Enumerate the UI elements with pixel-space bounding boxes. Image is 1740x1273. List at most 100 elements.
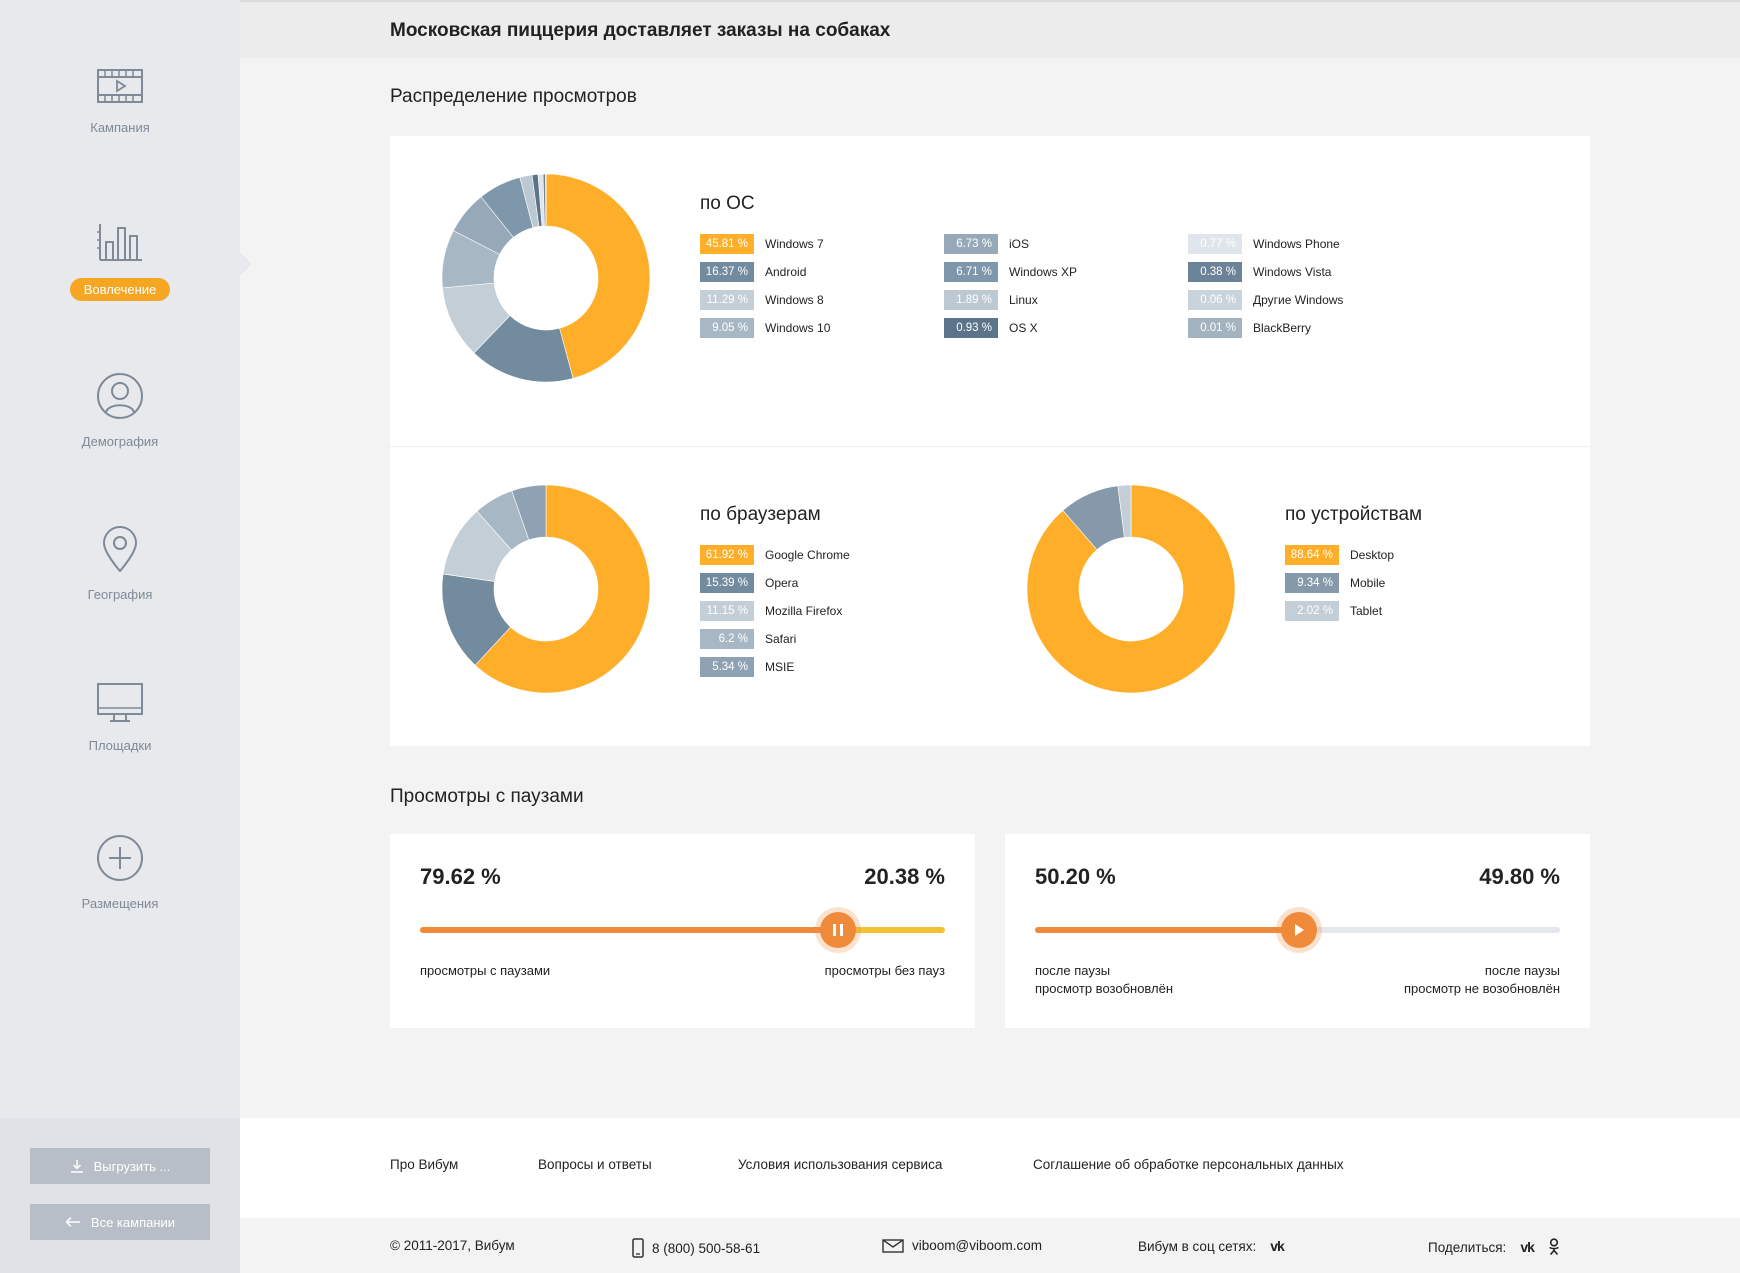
os-legend-item: 1.89 % Linux <box>944 290 1077 310</box>
legend-name: Safari <box>765 632 797 646</box>
legend-name: Mozilla Firefox <box>765 604 843 618</box>
devices-chart-title: по устройствам <box>1285 504 1423 525</box>
legend-name: Windows 7 <box>765 237 824 251</box>
legend-name: Windows 8 <box>765 293 824 307</box>
active-indicator <box>240 252 252 276</box>
legend-percent-badge: 61.92 % <box>700 545 754 565</box>
slider-fill <box>420 927 838 933</box>
legend-percent-badge: 0.06 % <box>1188 290 1242 310</box>
vk-icon[interactable]: vk <box>1270 1238 1285 1254</box>
export-button[interactable]: Выгрузить ... <box>30 1148 210 1184</box>
sidebar-item-label: Вовлечение <box>69 278 171 301</box>
sidebar-item-label: Кампания <box>90 120 150 135</box>
phone[interactable]: 8 (800) 500-58-61 <box>632 1238 760 1258</box>
legend-name: Linux <box>1009 293 1038 307</box>
sidebar-item-label: География <box>87 587 153 602</box>
legend-name: Opera <box>765 576 799 590</box>
sidebar-item-campaign[interactable]: Кампания <box>0 66 240 137</box>
legend-percent-badge: 16.37 % <box>700 262 754 282</box>
slider-knob[interactable] <box>820 912 856 948</box>
sidebar-item-label: Площадки <box>88 738 152 753</box>
share-links: Поделиться: vk <box>1428 1238 1560 1256</box>
sidebar-item-platforms[interactable]: Площадки <box>0 682 240 755</box>
browsers-slice-0 <box>474 484 651 694</box>
os-legend-item: 45.81 % Windows 7 <box>700 234 830 254</box>
pause-icon <box>833 924 843 936</box>
sidebar-item-label: Размещения <box>81 896 159 911</box>
export-label: Выгрузить ... <box>93 1158 171 1174</box>
not-resumed-label-line2: просмотр не возобновлён <box>1403 981 1560 996</box>
browsers-legend-column: 61.92 % Google Chrome 15.39 % Opera 11.15 % M… <box>700 545 850 685</box>
footer-link-terms[interactable]: Условия использования сервиса <box>738 1157 943 1172</box>
os-chart-title: по ОС <box>700 193 755 214</box>
legend-percent-badge: 1.89 % <box>944 290 998 310</box>
legend-name: Android <box>765 265 807 279</box>
all-campaigns-label: Все кампании <box>90 1214 176 1230</box>
legend-name: Google Chrome <box>765 548 850 562</box>
os-legend-item: 16.37 % Android <box>700 262 830 282</box>
sidebar-bottom: Выгрузить ... Все кампании <box>0 1118 240 1273</box>
devices-legend-column: 88.64 % Desktop 9.34 % Mobile 2.02 % Tablet <box>1285 545 1394 629</box>
os-slice-0 <box>545 173 651 379</box>
phone-icon <box>632 1238 644 1258</box>
sidebar-item-demography[interactable]: Демография <box>0 372 240 451</box>
email-text: viboom@viboom.com <box>912 1238 1042 1253</box>
browsers-chart-title: по браузерам <box>700 504 821 525</box>
legend-name: Desktop <box>1350 548 1395 562</box>
slider-knob[interactable] <box>1280 912 1317 948</box>
legend-percent-badge: 0.38 % <box>1188 262 1242 282</box>
resume-card: 50.20 % 49.80 % после паузы просмотр воз… <box>1005 834 1590 1028</box>
legend-percent-badge: 9.05 % <box>700 318 754 338</box>
browsers-legend-item: 11.15 % Mozilla Firefox <box>700 601 850 621</box>
legend-name: MSIE <box>765 660 795 674</box>
legend-percent-badge: 15.39 % <box>700 573 754 593</box>
legend-percent-badge: 6.71 % <box>944 262 998 282</box>
odnoklassniki-icon[interactable] <box>1548 1238 1560 1256</box>
os-donut-chart <box>441 173 651 383</box>
legend-name: Windows Vista <box>1253 265 1332 279</box>
not-paused-label: просмотры без пауз <box>824 963 945 978</box>
not-resumed-label: после паузы просмотр не возобновлён <box>1404 962 1560 998</box>
footer-link-privacy[interactable]: Соглашение об обработке персональных дан… <box>1033 1157 1344 1172</box>
footer-bottom: © 2011-2017, Вибум 8 (800) 500-58-61 vib… <box>240 1218 1740 1273</box>
legend-percent-badge: 0.93 % <box>944 318 998 338</box>
footer-link-faq[interactable]: Вопросы и ответы <box>538 1157 652 1172</box>
copyright-text: © 2011-2017, Вибум <box>390 1238 515 1253</box>
os-legend-item: 11.29 % Windows 8 <box>700 290 830 310</box>
legend-name: Windows XP <box>1009 265 1078 279</box>
legend-percent-badge: 0.01 % <box>1188 318 1242 338</box>
browsers-donut-chart <box>441 484 651 694</box>
bar-chart-icon <box>97 224 142 261</box>
legend-percent-badge: 6.73 % <box>944 234 998 254</box>
all-campaigns-button[interactable]: Все кампании <box>30 1204 210 1240</box>
legend-percent-badge: 88.64 % <box>1285 545 1339 565</box>
not-resumed-label-line1: после паузы <box>1484 963 1560 978</box>
browsers-legend-item: 5.34 % MSIE <box>700 657 850 677</box>
sidebar-item-placements[interactable]: Размещения <box>0 834 240 913</box>
legend-percent-badge: 6.2 % <box>700 629 754 649</box>
sidebar-item-geography[interactable]: География <box>0 525 240 604</box>
play-icon <box>1294 924 1304 936</box>
legend-percent-badge: 45.81 % <box>700 234 754 254</box>
email[interactable]: viboom@viboom.com <box>882 1238 1042 1253</box>
devices-legend-item: 9.34 % Mobile <box>1285 573 1394 593</box>
footer-link-about[interactable]: Про Вибум <box>390 1157 459 1172</box>
sidebar-item-engagement[interactable]: Вовлечение <box>0 220 240 301</box>
legend-name: Mobile <box>1350 576 1386 590</box>
slider-fill <box>1035 927 1299 933</box>
browsers-slice-4 <box>511 484 547 541</box>
legend-name: Tablet <box>1350 604 1383 618</box>
paused-percent: 79.62 % <box>420 864 501 889</box>
copyright: © 2011-2017, Вибум <box>390 1238 515 1253</box>
legend-percent-badge: 11.29 % <box>700 290 754 310</box>
os-legend-item: 0.01 % BlackBerry <box>1188 318 1343 338</box>
os-legend-item: 0.93 % OS X <box>944 318 1077 338</box>
legend-percent-badge: 0.77 % <box>1188 234 1242 254</box>
legend-name: Windows 10 <box>765 321 831 335</box>
views-section-title: Распределение просмотров <box>390 86 637 107</box>
vk-share-icon[interactable]: vk <box>1520 1239 1535 1255</box>
devices-legend-item: 88.64 % Desktop <box>1285 545 1394 565</box>
legend-name: Другие Windows <box>1253 293 1344 307</box>
resumed-label-line2: просмотр возобновлён <box>1035 981 1174 996</box>
pauses-section-title: Просмотры с паузами <box>390 786 584 807</box>
